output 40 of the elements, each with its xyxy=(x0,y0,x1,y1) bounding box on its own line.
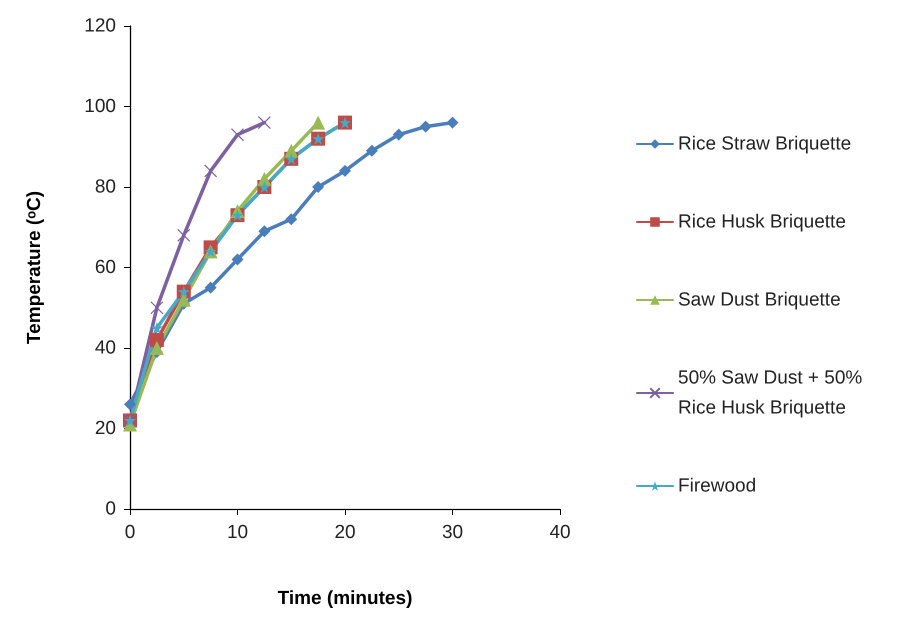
point xyxy=(446,116,458,129)
point xyxy=(285,213,298,226)
legend-label: 50% Saw Dust + 50% Rice Husk Briquette xyxy=(678,368,868,418)
point xyxy=(150,301,164,314)
legend-label: Rice Straw Briquette xyxy=(678,134,852,154)
point xyxy=(258,225,270,238)
legend-label: Saw Dust Briquette xyxy=(678,290,841,310)
x-tick-label: 10 xyxy=(226,522,248,543)
y-tick-label: 0 xyxy=(105,498,116,520)
point xyxy=(392,128,405,141)
point xyxy=(258,116,271,130)
y-tick-label: 120 xyxy=(84,16,116,36)
point xyxy=(177,228,190,242)
point xyxy=(150,322,163,334)
x-axis-title: Time (minutes) xyxy=(278,588,412,609)
point xyxy=(230,128,244,142)
y-tick-label: 20 xyxy=(94,418,116,439)
x-tick-label: 20 xyxy=(334,522,356,543)
point xyxy=(420,120,432,133)
legend-label: Firewood xyxy=(678,476,756,496)
y-tick-label: 80 xyxy=(94,176,116,198)
y-tick-label: 60 xyxy=(94,257,116,278)
point xyxy=(312,181,324,193)
y-tick-label: 40 xyxy=(94,338,116,358)
point xyxy=(176,292,191,307)
x-tick-label: 40 xyxy=(549,522,571,543)
y-axis-title: Temperature (ᵒC) xyxy=(24,190,45,344)
point xyxy=(150,332,164,347)
legend-label: Rice Husk Briquette xyxy=(678,212,846,232)
point xyxy=(232,253,244,266)
point xyxy=(204,164,218,178)
point xyxy=(150,341,164,355)
point xyxy=(204,282,217,294)
x-tick-label: 0 xyxy=(124,522,136,543)
point xyxy=(339,164,351,177)
point xyxy=(366,144,378,157)
point xyxy=(311,116,326,130)
point xyxy=(124,398,136,410)
y-tick-label: 100 xyxy=(84,96,116,117)
x-tick-label: 30 xyxy=(442,522,464,543)
